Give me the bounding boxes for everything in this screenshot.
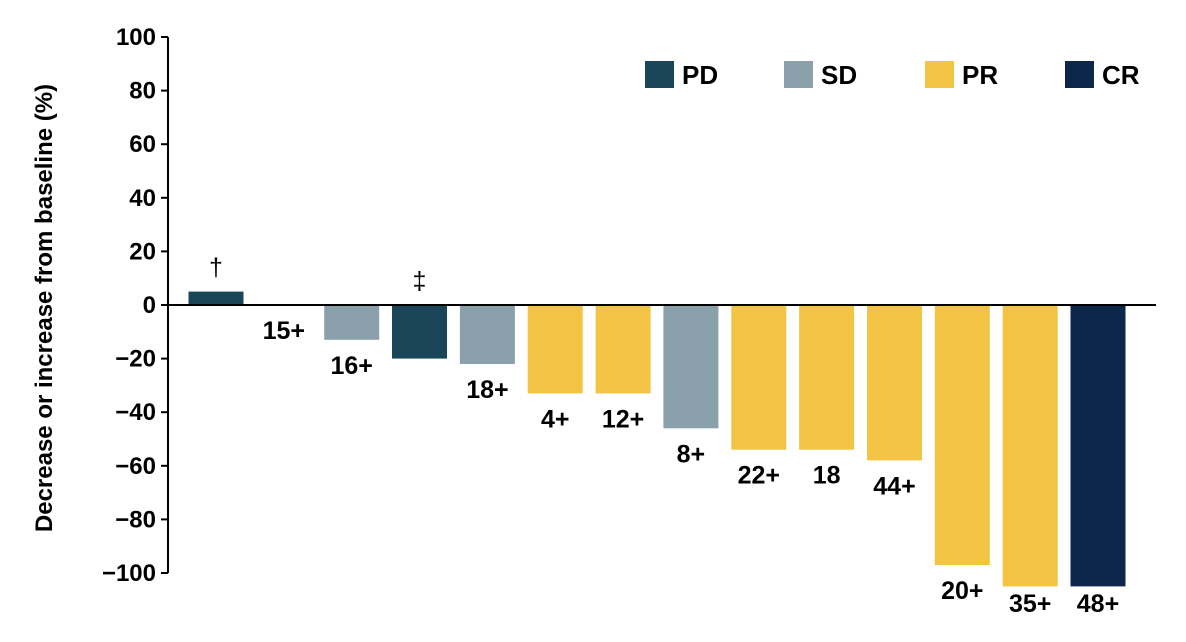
bar-label: 44+ <box>873 472 915 500</box>
y-tick-label: −80 <box>115 506 156 533</box>
bar <box>392 305 447 359</box>
legend-label: SD <box>821 60 857 90</box>
bar <box>934 305 990 565</box>
legend-swatch <box>1065 61 1094 88</box>
y-tick-label: −40 <box>115 399 156 426</box>
bar-marker: † <box>209 254 223 282</box>
y-tick-label: −60 <box>115 453 156 480</box>
y-tick-label: 40 <box>129 185 156 212</box>
legend-label: PD <box>682 60 718 90</box>
bar <box>1002 305 1058 587</box>
bar <box>663 305 719 429</box>
legend-swatch <box>925 61 954 88</box>
y-tick-label: 0 <box>143 292 156 319</box>
bar <box>188 291 244 305</box>
legend-swatch <box>784 61 813 88</box>
y-tick-label: 100 <box>116 24 156 51</box>
bar <box>459 305 515 364</box>
bar-marker: ‡ <box>413 267 427 295</box>
bar <box>324 305 380 340</box>
bar-label: 22+ <box>738 462 780 490</box>
legend: PD SD PR CR <box>645 60 1140 90</box>
bar <box>731 305 787 450</box>
y-axis-title: Decrease or increase from baseline (%) <box>31 84 58 532</box>
bar-label: 20+ <box>941 577 983 605</box>
legend-label: PR <box>962 60 998 90</box>
bar-label: 15+ <box>263 317 305 345</box>
bar <box>595 305 651 394</box>
legend-swatch <box>645 61 674 88</box>
bar-label: 18 <box>813 462 841 490</box>
bar-label: 16+ <box>330 352 372 380</box>
y-tick-label: −20 <box>115 346 156 373</box>
bar <box>799 305 855 450</box>
bar-label: 35+ <box>1009 590 1051 618</box>
bar-label: 48+ <box>1077 590 1119 618</box>
bar-label: 8+ <box>677 440 706 468</box>
legend-label: CR <box>1102 60 1140 90</box>
bar-label: 4+ <box>541 405 570 433</box>
bar-series: † 15+ 16+ ‡ 18+ 4+ 12+ 8+ 22+ 18 44+ 20+ 35+ 48+ <box>188 254 1126 618</box>
y-tick-label: 80 <box>129 78 156 105</box>
bar-label: 18+ <box>466 376 508 404</box>
bar <box>527 305 583 394</box>
bar-label: 12+ <box>602 405 644 433</box>
bar <box>1070 305 1126 587</box>
y-axis: 100 80 60 40 20 0 −20 −40 −60 −80 −100 <box>102 24 169 587</box>
y-tick-label: 60 <box>129 131 156 158</box>
y-tick-label: −100 <box>102 560 156 587</box>
y-tick-label: 20 <box>129 238 156 265</box>
bar <box>867 305 922 461</box>
